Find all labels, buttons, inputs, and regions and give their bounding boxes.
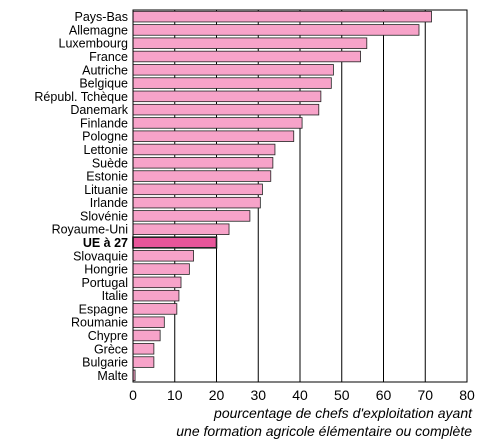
- category-label-23: Roumanie: [71, 316, 128, 330]
- bar-21: [132, 289, 180, 302]
- x-tick-label-60: 60: [376, 387, 392, 403]
- category-label-8: Finlande: [80, 116, 128, 130]
- category-label-10: Lettonie: [84, 143, 129, 157]
- category-label-11: Suède: [92, 156, 128, 170]
- x-tick-label-0: 0: [129, 387, 137, 403]
- x-tick-labels: 0 10 20 30 40 50 60 70 80: [129, 387, 475, 403]
- category-label-5: Belgique: [79, 77, 128, 91]
- category-label-3: France: [89, 50, 128, 64]
- x-tick-label-40: 40: [292, 387, 308, 403]
- category-label-4: Autriche: [82, 63, 128, 77]
- category-label-20: Portugal: [81, 276, 128, 290]
- category-label-25: Grèce: [94, 342, 128, 356]
- x-tick-label-20: 20: [209, 387, 225, 403]
- bar-2: [132, 37, 368, 49]
- category-label-27: Malte: [97, 369, 128, 383]
- category-labels: Pays-BasAllemagneLuxembourgFranceAutrich…: [34, 10, 128, 383]
- category-label-9: Pologne: [82, 130, 128, 144]
- x-tick-label-70: 70: [417, 387, 433, 403]
- bar-17: [132, 236, 218, 249]
- x-tick-label-10: 10: [167, 387, 183, 403]
- bar-0: [132, 10, 432, 23]
- bar-4: [132, 64, 334, 76]
- category-label-26: Bulgarie: [82, 356, 128, 370]
- bar-6: [132, 90, 322, 103]
- plot-frame: [132, 9, 468, 383]
- bar-12: [132, 170, 272, 182]
- bar-3: [132, 50, 361, 63]
- category-label-15: Slovénie: [80, 209, 128, 223]
- bar-24: [132, 329, 161, 342]
- bar-16: [132, 223, 230, 235]
- category-label-22: Espagne: [79, 302, 128, 316]
- category-label-6: Républ. Tchèque: [34, 90, 128, 104]
- x-axis-label-line-2: une formation agricole élémentaire ou co…: [176, 423, 472, 439]
- bar-22: [132, 303, 178, 315]
- bars: [132, 10, 432, 382]
- category-label-17: UE à 27: [83, 236, 128, 250]
- bar-20: [132, 276, 182, 289]
- category-label-7: Danemark: [70, 103, 128, 117]
- category-label-1: Allemagne: [69, 23, 128, 37]
- category-label-21: Italie: [102, 289, 128, 303]
- bar-11: [132, 157, 274, 169]
- bar-10: [132, 143, 276, 156]
- bar-18: [132, 250, 194, 262]
- bar-8: [132, 117, 303, 129]
- bar-15: [132, 210, 251, 222]
- x-tick-label-50: 50: [334, 387, 350, 403]
- category-label-16: Royaume-Uni: [52, 223, 128, 237]
- bar-7: [132, 103, 320, 116]
- bar-19: [132, 263, 190, 275]
- bar-14: [132, 196, 261, 209]
- bar-13: [132, 183, 263, 196]
- category-label-19: Hongrie: [84, 263, 128, 277]
- category-label-24: Chypre: [88, 329, 128, 343]
- x-tick-label-80: 80: [459, 387, 475, 403]
- bar-9: [132, 130, 295, 142]
- category-label-13: Lituanie: [84, 183, 128, 197]
- x-axis-label-line-1: pourcentage de chefs d'exploitation ayan…: [213, 405, 473, 421]
- category-label-12: Estonie: [86, 170, 128, 184]
- bar-5: [132, 77, 332, 89]
- bar-25: [132, 343, 155, 355]
- bar-1: [132, 24, 420, 36]
- bar-23: [132, 316, 165, 328]
- x-tick-label-30: 30: [250, 387, 266, 403]
- category-label-14: Irlande: [90, 196, 128, 210]
- category-label-0: Pays-Bas: [75, 10, 129, 24]
- bar-26: [132, 356, 155, 368]
- category-label-2: Luxembourg: [59, 37, 129, 51]
- category-label-18: Slovaquie: [73, 249, 128, 263]
